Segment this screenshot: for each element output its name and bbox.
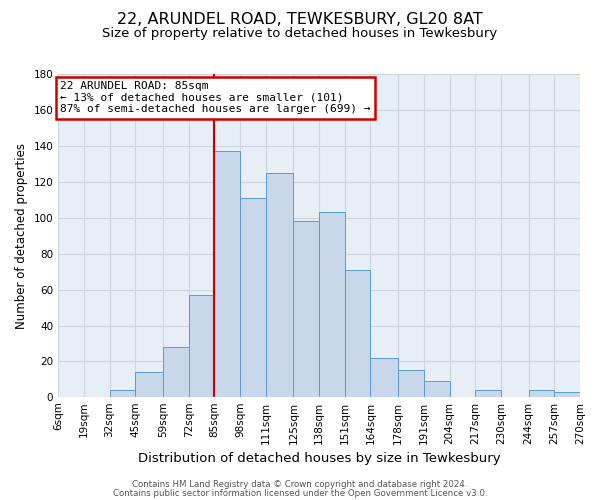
Bar bbox=[188, 295, 214, 398]
Bar bbox=[135, 372, 163, 398]
Bar bbox=[293, 222, 319, 398]
Bar bbox=[110, 390, 135, 398]
Text: 22 ARUNDEL ROAD: 85sqm
← 13% of detached houses are smaller (101)
87% of semi-de: 22 ARUNDEL ROAD: 85sqm ← 13% of detached… bbox=[60, 81, 371, 114]
Text: Contains public sector information licensed under the Open Government Licence v3: Contains public sector information licen… bbox=[113, 488, 487, 498]
X-axis label: Distribution of detached houses by size in Tewkesbury: Distribution of detached houses by size … bbox=[138, 452, 500, 465]
Bar bbox=[240, 198, 266, 398]
Bar bbox=[319, 212, 345, 398]
Y-axis label: Number of detached properties: Number of detached properties bbox=[15, 142, 28, 328]
Bar bbox=[554, 392, 580, 398]
Bar bbox=[163, 347, 188, 398]
Bar bbox=[345, 270, 370, 398]
Text: Size of property relative to detached houses in Tewkesbury: Size of property relative to detached ho… bbox=[103, 28, 497, 40]
Bar bbox=[398, 370, 424, 398]
Text: 22, ARUNDEL ROAD, TEWKESBURY, GL20 8AT: 22, ARUNDEL ROAD, TEWKESBURY, GL20 8AT bbox=[117, 12, 483, 28]
Bar bbox=[266, 173, 293, 398]
Bar bbox=[214, 152, 240, 398]
Bar bbox=[370, 358, 398, 398]
Text: Contains HM Land Registry data © Crown copyright and database right 2024.: Contains HM Land Registry data © Crown c… bbox=[132, 480, 468, 489]
Bar bbox=[475, 390, 501, 398]
Bar bbox=[529, 390, 554, 398]
Bar bbox=[424, 381, 449, 398]
